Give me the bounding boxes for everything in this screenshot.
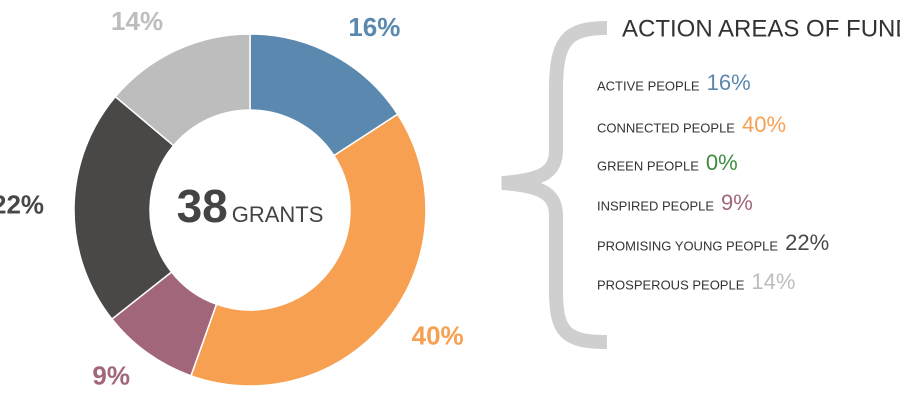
center-text: GRANTS	[232, 202, 324, 227]
legend-label: PROMISING YOUNG PEOPLE	[597, 238, 778, 253]
legend-value: 14%	[751, 269, 795, 294]
legend-title: ACTION AREAS OF FUNDING	[622, 15, 900, 42]
legend-value: 40%	[742, 112, 786, 137]
center-value: 38	[177, 180, 228, 232]
legend-value: 22%	[785, 230, 829, 255]
legend-label: PROSPEROUS PEOPLE	[597, 277, 745, 292]
legend-value: 0%	[706, 150, 738, 175]
slice	[114, 33, 251, 147]
legend-label: GREEN PEOPLE	[597, 158, 699, 173]
center-label: 38 GRANTS	[177, 180, 324, 232]
slice-label: 14%	[111, 6, 163, 36]
legend-label: INSPIRED PEOPLE	[597, 198, 714, 213]
slice	[73, 95, 175, 321]
slice	[189, 113, 427, 387]
legend-value: 16%	[707, 70, 751, 95]
slice-label: 40%	[412, 321, 464, 351]
legend-value: 9%	[721, 190, 753, 215]
legend-label: ACTIVE PEOPLE	[597, 78, 700, 93]
slice-label: 9%	[92, 360, 130, 390]
brace	[501, 21, 608, 349]
legend-label: CONNECTED PEOPLE	[597, 120, 735, 135]
slice-label: 22%	[0, 190, 44, 220]
slice-label: 16%	[348, 12, 400, 42]
